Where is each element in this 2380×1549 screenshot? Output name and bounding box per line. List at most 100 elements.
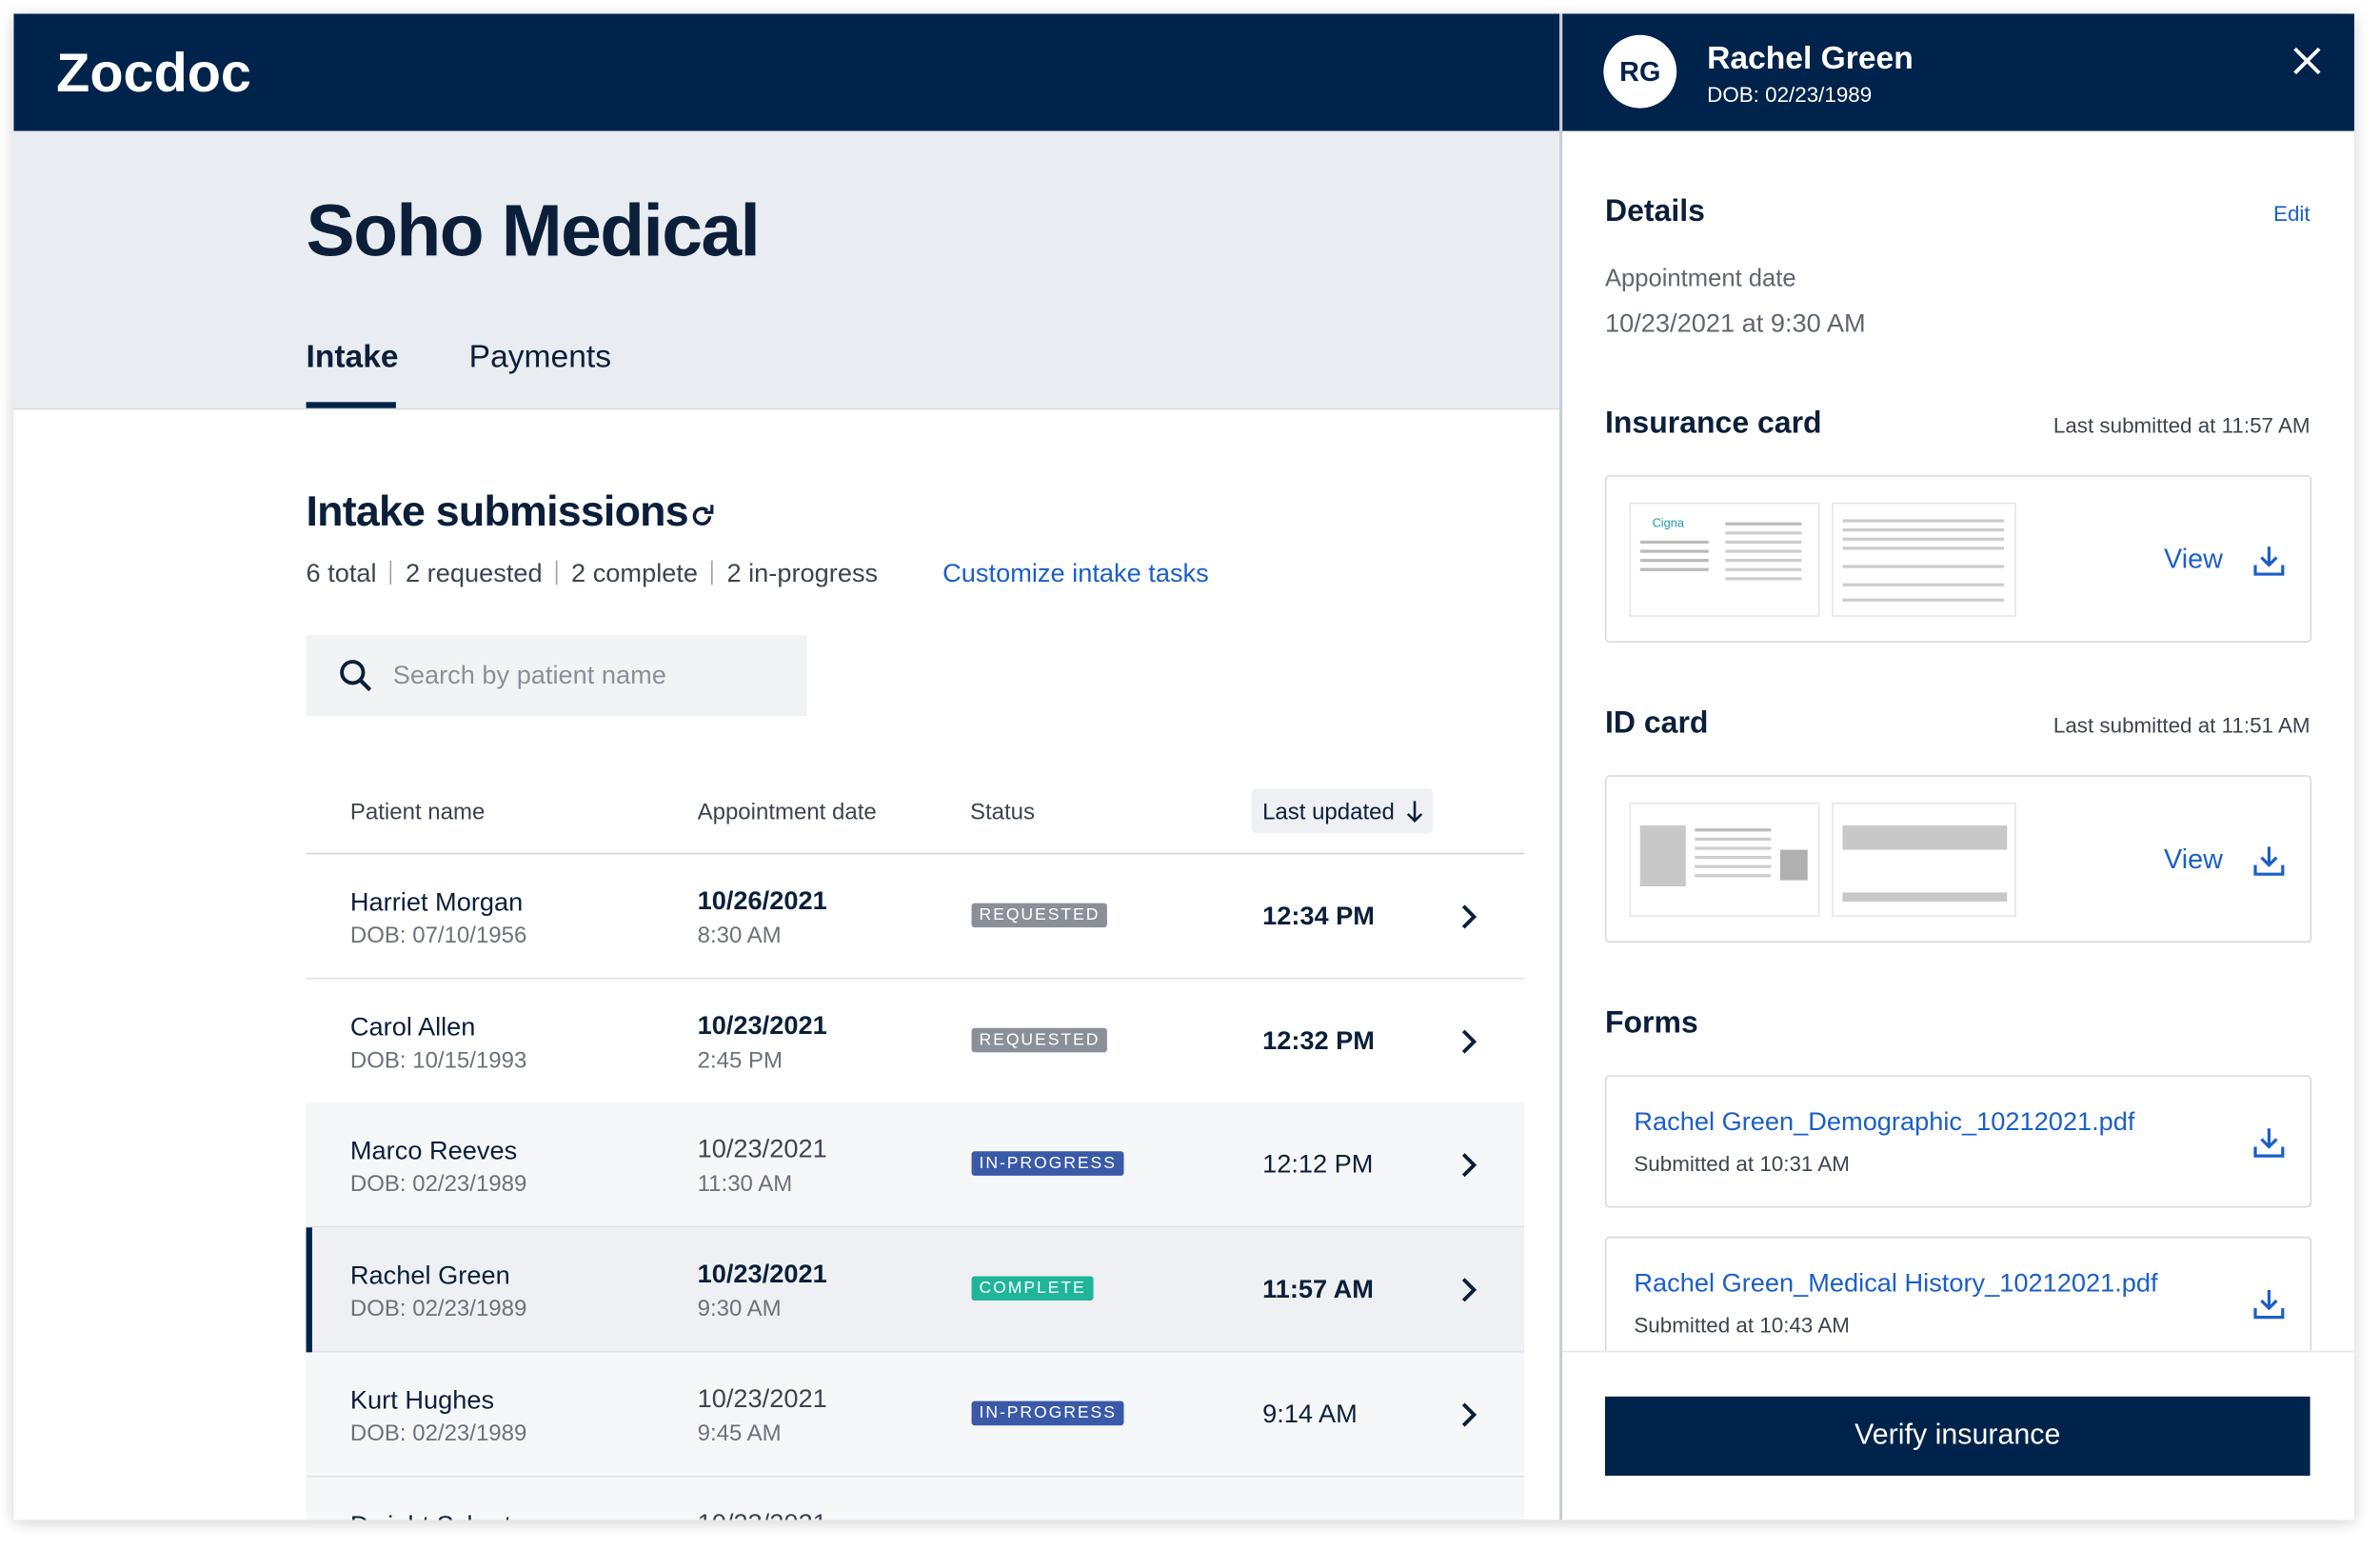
sort-button[interactable] <box>1251 788 1434 833</box>
chevron[interactable] <box>1460 904 1478 931</box>
patient-name: Harriet Morgan <box>349 887 524 917</box>
appointment-time: 9:30 AM <box>697 1296 782 1322</box>
chevron[interactable] <box>1460 1277 1478 1304</box>
search-icon <box>340 660 372 692</box>
appointment-date: 10/23/2021 <box>697 1135 827 1164</box>
photo <box>1639 824 1686 886</box>
brand[interactable]: Zocdoc <box>56 41 251 104</box>
appointment-time: 11:30 AM <box>697 1171 793 1198</box>
download-icon[interactable] <box>2252 1287 2286 1321</box>
card-back <box>1832 502 2016 617</box>
card-lines <box>1639 540 1709 545</box>
card-front <box>1629 802 1820 917</box>
last-updated: 12:32 PM <box>1262 1025 1375 1056</box>
card-block <box>1842 824 2008 850</box>
view-link[interactable]: View <box>2164 844 2223 875</box>
id-card: View <box>1604 775 2312 943</box>
form-card: Rachel Green_Demographic_10212021.pdf Sub… <box>1604 1075 2312 1208</box>
tab[interactable]: Intake <box>306 339 399 375</box>
page-header <box>13 130 1559 410</box>
search-placeholder: Search by patient name <box>392 661 666 690</box>
card-back <box>1832 802 2016 917</box>
separator <box>711 560 714 586</box>
table-row[interactable]: Rachel Green DOB: 02/23/1989 10/23/2021 9:3… <box>306 1227 1525 1353</box>
section-title: Insurance card <box>1604 407 1822 441</box>
column-header[interactable]: Patient name <box>349 799 486 825</box>
form-file[interactable]: Rachel Green_Demographic_10212021.pdf <box>1634 1106 2135 1137</box>
tab-underline <box>306 402 396 408</box>
insurance-card: Cigna View <box>1604 475 2312 644</box>
edit-link[interactable]: Edit <box>2273 201 2311 226</box>
patient-name: Kurt Hughes <box>349 1385 495 1415</box>
form-submitted: Submitted at 10:43 AM <box>1634 1312 1850 1338</box>
table-row[interactable]: Harriet Morgan DOB: 07/10/1956 10/26/2021 8… <box>306 854 1525 980</box>
close-button[interactable] <box>2291 46 2322 76</box>
last-updated: 12:34 PM <box>1262 901 1375 931</box>
column-header[interactable]: Status <box>969 799 1035 825</box>
table-row[interactable]: Carol Allen DOB: 10/15/1993 10/23/2021 2:45… <box>306 979 1525 1104</box>
last-updated: 9:14 AM <box>1262 1399 1358 1429</box>
chevron[interactable] <box>1460 1027 1478 1055</box>
appointment-date: 10/23/2021 <box>697 1383 827 1414</box>
separator <box>389 560 392 586</box>
patient-name: Carol Allen <box>349 1012 476 1042</box>
status-badge: REQUESTED <box>971 1027 1108 1052</box>
card-front: Cigna <box>1629 502 1820 617</box>
section-title: Forms <box>1604 1006 1698 1041</box>
appointment-date: 10/23/2021 <box>697 1260 827 1289</box>
section-title: Intake submissions <box>306 487 689 535</box>
patient-name: Marco Reeves <box>349 1136 518 1166</box>
separator <box>556 560 558 586</box>
chevron[interactable] <box>1460 1400 1478 1428</box>
page-title: Soho Medical <box>306 191 761 273</box>
form-card: Rachel Green_Medical History_10212021.pd… <box>1604 1236 2312 1351</box>
avatar: RG <box>1603 34 1677 109</box>
selected-indicator <box>306 1227 312 1353</box>
form-submitted: Submitted at 10:31 AM <box>1634 1151 1850 1176</box>
summary-count: 2 requested <box>405 559 543 588</box>
patient-dob: DOB: 07/10/1956 <box>349 923 527 949</box>
patient-dob: DOB: 02/23/1989 <box>349 1420 527 1447</box>
appointment-time: 2:45 PM <box>697 1047 783 1074</box>
field-label: Appointment date <box>1604 266 1796 293</box>
column-header[interactable]: Appointment date <box>697 799 877 825</box>
table-row[interactable]: Dwight Schrute 10/23/2021 <box>306 1476 1525 1520</box>
card-brand: Cigna <box>1652 516 1685 530</box>
card-lines <box>1725 522 1802 526</box>
appointment-date: 10/23/2021 <box>698 1508 827 1519</box>
header-rule <box>306 852 1525 855</box>
submitted-time: Last submitted at 11:51 AM <box>2053 712 2311 738</box>
table-row[interactable]: Marco Reeves DOB: 02/23/1989 10/23/2021 11:… <box>306 1102 1525 1228</box>
download-icon[interactable] <box>2252 544 2286 577</box>
column-header[interactable]: Last updated <box>1262 799 1395 825</box>
form-file[interactable]: Rachel Green_Medical History_10212021.pd… <box>1634 1268 2158 1298</box>
card-block <box>1842 892 2008 902</box>
summary-count: 2 complete <box>571 559 699 588</box>
customize-link[interactable]: Customize intake tasks <box>942 559 1209 588</box>
view-link[interactable]: View <box>2164 544 2223 575</box>
forms-list: Rachel Green_Demographic_10212021.pdf Sub… <box>13 13 2354 1351</box>
patient-name: Rachel Green <box>349 1261 510 1291</box>
section-title: ID card <box>1604 706 1709 741</box>
search-box[interactable] <box>306 635 807 716</box>
download-icon[interactable] <box>2252 1125 2286 1159</box>
appointment-time: 9:45 AM <box>697 1420 782 1447</box>
status-badge: REQUESTED <box>971 903 1108 928</box>
verify-button[interactable]: Verify insurance <box>1604 1396 2311 1477</box>
chevron[interactable] <box>1460 1152 1478 1180</box>
tab[interactable]: Payments <box>468 339 612 375</box>
patient-dob: DOB: 02/23/1989 <box>349 1296 527 1322</box>
card-lines <box>1695 828 1772 832</box>
app-window: Zocdoc Soho Medical Intake Payments Inta… <box>13 13 2354 1520</box>
photo <box>1779 849 1808 881</box>
table-row[interactable]: Kurt Hughes DOB: 02/23/1989 10/23/2021 9:45… <box>306 1352 1525 1478</box>
patient-dob: DOB: 02/23/1989 <box>349 1171 527 1198</box>
panel-header <box>1562 13 2354 131</box>
refresh-icon[interactable] <box>686 501 717 531</box>
patient-name: Dwight Schrute <box>350 1510 526 1519</box>
download-icon[interactable] <box>2252 844 2286 877</box>
field-value: 10/23/2021 at 9:30 AM <box>1604 308 1866 339</box>
last-updated: 12:12 PM <box>1262 1150 1374 1180</box>
